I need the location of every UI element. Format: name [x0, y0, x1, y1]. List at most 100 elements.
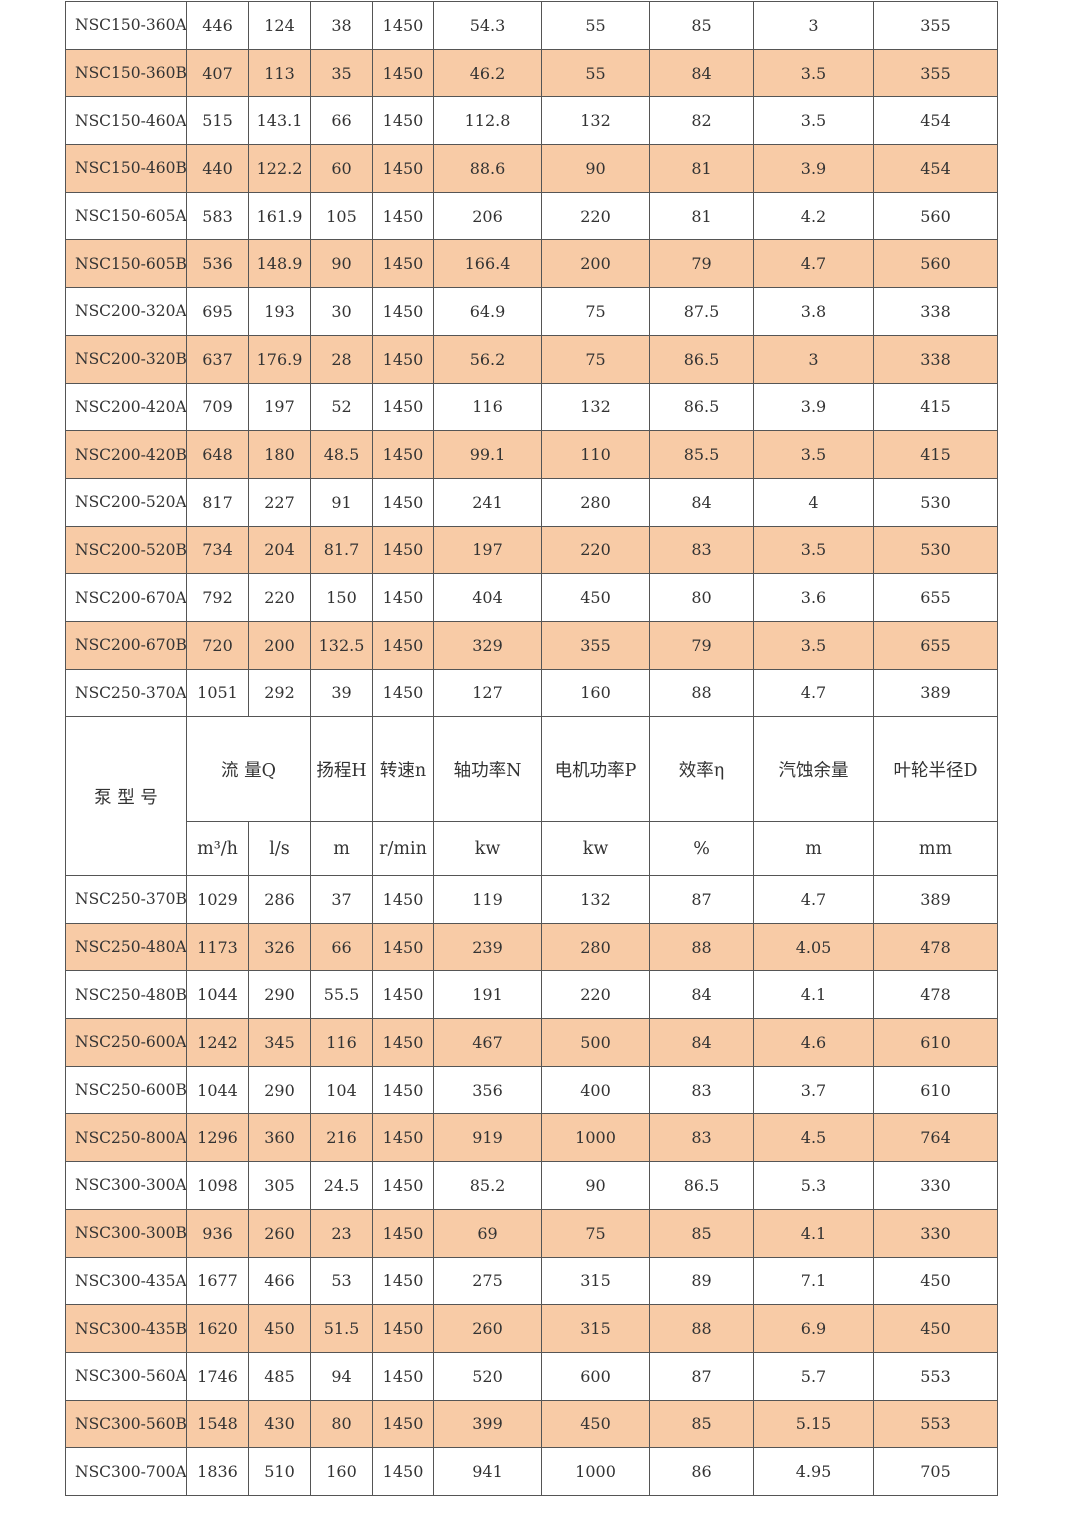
cell-flow-m3h: 1242 [186, 1018, 249, 1067]
cell-shaft-power: 239 [433, 922, 543, 972]
cell-motor-power: 220 [541, 525, 650, 575]
cell-head: 132.5 [310, 620, 373, 670]
cell-speed: 1450 [372, 525, 434, 575]
pump-spec-table-bottom: 泵 型 号 流 量Q 扬程H 转速n 轴功率N 电机功率P 效率η 汽蚀余量 叶… [65, 716, 999, 1496]
cell-speed: 1450 [372, 96, 434, 146]
cell-flow-ls: 122.2 [248, 144, 311, 193]
cell-npsh: 3.5 [753, 430, 874, 479]
cell-motor-power: 160 [541, 668, 650, 718]
cell-flow-m3h: 1051 [186, 668, 249, 718]
cell-head: 104 [310, 1065, 374, 1115]
cell-model: NSC150-605A [65, 191, 187, 241]
cell-shaft-power: 112.8 [433, 96, 542, 146]
cell-speed: 1450 [372, 1113, 435, 1163]
cell-flow-ls: 292 [248, 668, 311, 718]
cell-speed: 1450 [372, 430, 434, 479]
table-row: NSC250-800A 1296 360 216 1450 919 1000 83 4.5 764 [65, 1113, 999, 1163]
cell-flow-m3h: 720 [186, 620, 249, 670]
cell-efficiency: 83 [649, 1113, 755, 1163]
cell-speed: 1450 [372, 1208, 435, 1258]
cell-impeller: 389 [873, 668, 998, 718]
cell-npsh: 4.7 [753, 668, 874, 718]
cell-model: NSC200-420B [65, 430, 187, 479]
cell-flow-ls: 286 [247, 875, 312, 924]
cell-shaft-power: 520 [433, 1351, 543, 1401]
cell-head: 38 [310, 1, 373, 50]
cell-flow-m3h: 648 [186, 430, 249, 479]
cell-flow-ls: 193 [248, 287, 311, 336]
cell-head: 23 [310, 1208, 374, 1258]
cell-npsh: 4 [753, 477, 874, 527]
cell-flow-ls: 227 [248, 477, 311, 527]
cell-flow-ls: 305 [247, 1161, 312, 1210]
cell-speed: 1450 [372, 1018, 435, 1067]
cell-npsh: 3.5 [753, 620, 874, 670]
cell-head: 94 [310, 1351, 374, 1401]
cell-flow-ls: 326 [247, 922, 312, 972]
cell-model: NSC200-420A [65, 382, 187, 432]
cell-npsh: 3.6 [753, 573, 874, 622]
cell-model: NSC300-435A [65, 1256, 187, 1306]
table-row: NSC200-670B 720 200 132.5 1450 329 355 79 3.5 655 [65, 620, 998, 670]
cell-flow-m3h: 817 [186, 477, 249, 527]
cell-flow-m3h: 637 [186, 334, 249, 384]
cell-flow-ls: 148.9 [248, 239, 311, 289]
cell-efficiency: 86.5 [649, 334, 754, 384]
cell-shaft-power: 85.2 [433, 1161, 543, 1210]
header-shaft-power: 轴功率N [433, 716, 543, 822]
cell-shaft-power: 275 [433, 1256, 543, 1306]
cell-model: NSC250-480A [65, 922, 187, 972]
cell-npsh: 7.1 [753, 1256, 875, 1306]
cell-shaft-power: 116 [433, 382, 542, 432]
cell-motor-power: 450 [541, 573, 650, 622]
cell-flow-m3h: 1044 [186, 970, 249, 1020]
cell-speed: 1450 [372, 1256, 435, 1306]
cell-head: 150 [310, 573, 373, 622]
cell-impeller: 478 [873, 922, 999, 972]
cell-npsh: 4.7 [753, 239, 874, 289]
cell-speed: 1450 [372, 48, 434, 98]
cell-shaft-power: 88.6 [433, 144, 542, 193]
cell-flow-m3h: 709 [186, 382, 249, 432]
cell-flow-ls: 345 [247, 1018, 312, 1067]
cell-npsh: 4.1 [753, 1208, 875, 1258]
cell-npsh: 3.9 [753, 382, 874, 432]
table-row: NSC150-460B 440 122.2 60 1450 88.6 90 81 3.9 454 [65, 144, 998, 193]
table-row: NSC300-300A 1098 305 24.5 1450 85.2 90 86.5 5.3 3… [65, 1161, 999, 1210]
cell-impeller: 338 [873, 334, 998, 384]
cell-motor-power: 355 [541, 620, 650, 670]
table-row: NSC300-300B 936 260 23 1450 69 75 85 4.1 330 [65, 1208, 999, 1258]
cell-flow-ls: 113 [248, 48, 311, 98]
cell-impeller: 330 [873, 1208, 999, 1258]
cell-model: NSC150-360A [65, 1, 187, 50]
cell-shaft-power: 260 [433, 1304, 543, 1353]
table-row: NSC150-360A 446 124 38 1450 54.3 55 85 3 355 [65, 1, 998, 50]
cell-head: 37 [310, 875, 374, 924]
cell-head: 91 [310, 477, 373, 527]
cell-npsh: 6.9 [753, 1304, 875, 1353]
cell-speed: 1450 [372, 239, 434, 289]
cell-head: 24.5 [310, 1161, 374, 1210]
table-row: NSC300-435A 1677 466 53 1450 275 315 89 7.1 450 [65, 1256, 999, 1306]
cell-motor-power: 55 [541, 48, 650, 98]
unit-flow-ls: l/s [247, 821, 312, 876]
table-row: NSC200-420B 648 180 48.5 1450 99.1 110 85.5 3.5 4… [65, 430, 998, 479]
cell-head: 81.7 [310, 525, 373, 575]
cell-shaft-power: 404 [433, 573, 542, 622]
cell-model: NSC200-670B [65, 620, 187, 670]
cell-head: 55.5 [310, 970, 374, 1020]
cell-speed: 1450 [372, 144, 434, 193]
cell-head: 80 [310, 1399, 374, 1449]
cell-flow-ls: 197 [248, 382, 311, 432]
cell-motor-power: 280 [541, 922, 651, 972]
cell-flow-ls: 260 [247, 1208, 312, 1258]
cell-motor-power: 220 [541, 191, 650, 241]
cell-head: 90 [310, 239, 373, 289]
cell-impeller: 454 [873, 96, 998, 146]
cell-npsh: 3 [753, 334, 874, 384]
cell-motor-power: 220 [541, 970, 651, 1020]
cell-flow-m3h: 1098 [186, 1161, 249, 1210]
cell-motor-power: 450 [541, 1399, 651, 1449]
cell-shaft-power: 54.3 [433, 1, 542, 50]
cell-impeller: 415 [873, 430, 998, 479]
